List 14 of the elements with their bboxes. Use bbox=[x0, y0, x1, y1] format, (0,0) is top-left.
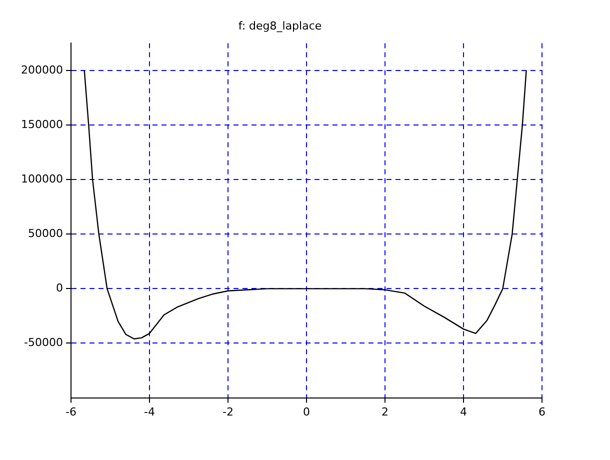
x-tick-label: -4 bbox=[144, 405, 155, 418]
y-tick-label: 50000 bbox=[28, 227, 63, 240]
x-tick-label: 6 bbox=[538, 405, 546, 418]
y-tick-label: 150000 bbox=[20, 118, 63, 131]
x-tick-label: -2 bbox=[222, 405, 234, 418]
chart-title: f: deg8_laplace bbox=[238, 19, 322, 32]
x-tick-label: 4 bbox=[460, 405, 467, 418]
y-tick-label: 0 bbox=[56, 282, 63, 295]
x-tick-label: -6 bbox=[66, 405, 76, 418]
x-tick-label: 0 bbox=[302, 405, 310, 418]
y-tick-label: 200000 bbox=[20, 63, 63, 76]
y-tick-label: 100000 bbox=[20, 172, 63, 186]
x-tick-label: 2 bbox=[381, 405, 388, 418]
y-tick-label: -50000 bbox=[24, 336, 63, 350]
